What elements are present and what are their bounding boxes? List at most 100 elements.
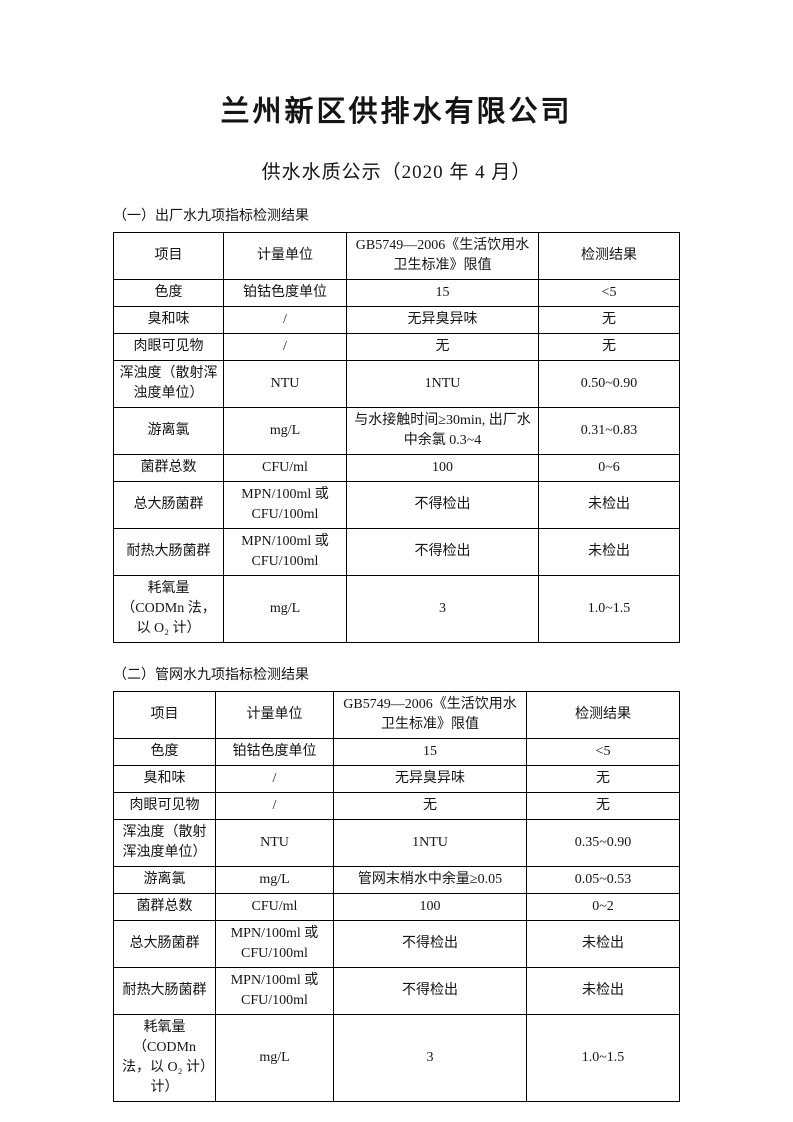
table-cell: 浑浊度（散射浑浊度单位） [113,360,224,408]
table-cell: 15 [346,279,539,307]
table-cell: 无 [526,792,680,820]
table-cell: 0.50~0.90 [538,360,680,408]
table-cell: 耗氧量（CODMn 法，以 O₂ 计）计） [113,1014,216,1102]
table-cell: MPN/100ml 或 CFU/100ml [223,481,347,529]
table-cell: / [223,306,347,334]
table-cell: 不得检出 [333,967,527,1015]
table-row: 菌群总数 CFU/ml 100 0~6 [113,454,680,482]
table-cell: 3 [346,575,539,643]
table-cell: 不得检出 [346,481,539,529]
table-cell: 管网末梢水中余量≥0.05 [333,866,527,894]
table-cell: 游离氯 [113,407,224,455]
table-cell: 0~2 [526,893,680,921]
table-cell: 0.05~0.53 [526,866,680,894]
table-row: 浑浊度（散射浑浊度单位） NTU 1NTU 0.50~0.90 [113,360,680,408]
table-cell: 不得检出 [346,528,539,576]
table-row: 臭和味 / 无异臭异味无 [113,306,680,334]
table-cell: / [223,333,347,361]
table-cell: 耐热大肠菌群 [113,967,216,1015]
table-header-cell: 计量单位 [215,691,334,739]
pipe-network-water-results-table: 项目 计量单位 GB5749—2006《生活饮用水卫生标准》限值 检测结果 色度 铂钴色度… [113,691,680,1102]
table-cell: 菌群总数 [113,454,224,482]
table-cell: 无 [333,792,527,820]
table-cell: CFU/ml [223,454,347,482]
table-row: 菌群总数 CFU/ml 100 0~2 [113,893,680,921]
table-row: 总大肠菌群 MPN/100ml 或 CFU/100ml 不得检出 未检出 [113,920,680,968]
table-cell: NTU [215,819,334,867]
table-row: 耐热大肠菌群 MPN/100ml 或 CFU/100ml 不得检出 未检出 [113,528,680,576]
table-cell: NTU [223,360,347,408]
table-cell: 100 [333,893,527,921]
table-cell: 100 [346,454,539,482]
table-cell: MPN/100ml 或 CFU/100ml [215,967,334,1015]
table-row: 游离氯 mg/L 与水接触时间≥30min, 出厂水中余氯 0.3~4 0.31~0.… [113,407,680,455]
table-cell: 无 [526,765,680,793]
table-cell: 色度 [113,738,216,766]
table-cell: 无异臭异味 [346,306,539,334]
table-header-cell: GB5749—2006《生活饮用水卫生标准》限值 [333,691,527,739]
table-cell: 耗氧量（CODMn 法，以 O₂ 计） [113,575,224,643]
table-row: 耐热大肠菌群 MPN/100ml 或 CFU/100ml 不得检出 未检出 [113,967,680,1015]
table-cell: 0.35~0.90 [526,819,680,867]
table-cell: MPN/100ml 或 CFU/100ml [223,528,347,576]
table-cell: 总大肠菌群 [113,481,224,529]
table-cell: 无 [538,333,680,361]
table-header-row: 项目 计量单位 GB5749—2006《生活饮用水卫生标准》限值 检测结果 [113,232,680,280]
table-cell: mg/L [223,575,347,643]
table-cell: 肉眼可见物 [113,333,224,361]
table-cell: 无异臭异味 [333,765,527,793]
table-cell: 色度 [113,279,224,307]
table-row: 总大肠菌群 MPN/100ml 或 CFU/100ml 不得检出 未检出 [113,481,680,529]
table-cell: 1NTU [333,819,527,867]
table-row: 浑浊度（散射浑浊度单位） NTU 1NTU 0.35~0.90 [113,819,680,867]
table-row: 游离氯 mg/L 管网末梢水中余量≥0.05 0.05~0.53 [113,866,680,894]
table-cell: <5 [538,279,680,307]
section-label-pipe-network-water: （二）管网水九项指标检测结果 [113,668,309,683]
table-cell: 不得检出 [333,920,527,968]
table-cell: 肉眼可见物 [113,792,216,820]
table-row: 色度 铂钴色度单位 15 <5 [113,738,680,766]
table-header-cell: 检测结果 [526,691,680,739]
page-title: 兰州新区供排水有限公司 [220,96,573,128]
table-cell: 未检出 [538,481,680,529]
table-cell: 臭和味 [113,765,216,793]
table-row: 耗氧量（CODMn 法，以 O₂ 计）计） mg/L 3 1.0~1.5 [113,1014,680,1102]
table-cell: / [215,765,334,793]
table-cell: mg/L [215,1014,334,1102]
table-header-cell: GB5749—2006《生活饮用水卫生标准》限值 [346,232,539,280]
table-cell: 3 [333,1014,527,1102]
table-cell: 总大肠菌群 [113,920,216,968]
table-row: 臭和味 / 无异臭异味无 [113,765,680,793]
table-header-cell: 项目 [113,232,224,280]
table-row: 肉眼可见物 / 无无 [113,333,680,361]
table-cell: 未检出 [526,967,680,1015]
table-cell: 游离氯 [113,866,216,894]
table-cell: 耐热大肠菌群 [113,528,224,576]
table-cell: 0~6 [538,454,680,482]
table-header-row: 项目 计量单位 GB5749—2006《生活饮用水卫生标准》限值 检测结果 [113,691,680,739]
table-cell: CFU/ml [215,893,334,921]
table-cell: 无 [538,306,680,334]
table-cell: / [215,792,334,820]
table-cell: 菌群总数 [113,893,216,921]
table-row: 色度 铂钴色度单位 15 <5 [113,279,680,307]
finished-water-results-table: 项目 计量单位 GB5749—2006《生活饮用水卫生标准》限值 检测结果 色度 铂钴色度… [113,232,680,643]
table-cell: 0.31~0.83 [538,407,680,455]
section-label-finished-water: （一）出厂水九项指标检测结果 [113,209,309,224]
table-cell: mg/L [223,407,347,455]
page-subtitle: 供水水质公示（2020 年 4 月） [261,162,532,183]
table-row: 肉眼可见物 / 无无 [113,792,680,820]
table-cell: 铂钴色度单位 [215,738,334,766]
table-cell: 浑浊度（散射浑浊度单位） [113,819,216,867]
table-cell: 1.0~1.5 [526,1014,680,1102]
table-cell: 15 [333,738,527,766]
table-row: 耗氧量（CODMn 法，以 O₂ 计） mg/L 3 1.0~1.5 [113,575,680,643]
table-cell: MPN/100ml 或 CFU/100ml [215,920,334,968]
table-cell: 与水接触时间≥30min, 出厂水中余氯 0.3~4 [346,407,539,455]
table-cell: 无 [346,333,539,361]
table-cell: 1.0~1.5 [538,575,680,643]
table-cell: <5 [526,738,680,766]
table-cell: 未检出 [526,920,680,968]
table-header-cell: 计量单位 [223,232,347,280]
